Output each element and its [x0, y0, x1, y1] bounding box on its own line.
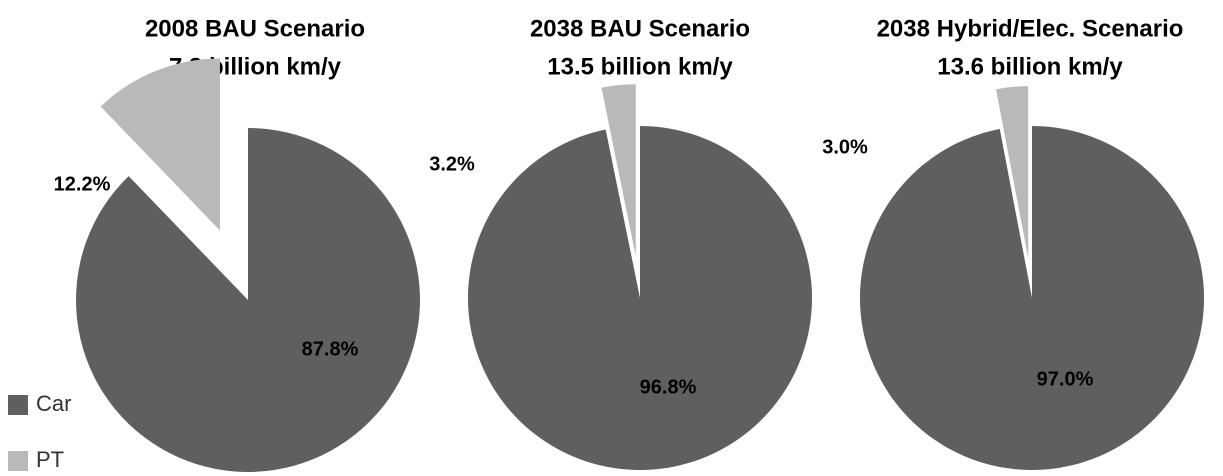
chart-title: 2038 Hybrid/Elec. Scenario: [877, 15, 1184, 42]
chart-title: 2008 BAU Scenario: [145, 15, 365, 42]
data-label: 3.0%: [822, 136, 868, 158]
chart-subtitle: 13.5 billion km/y: [547, 53, 733, 80]
legend-label: Car: [36, 391, 71, 416]
pie-slice: [100, 58, 220, 231]
pie-slice: [75, 128, 420, 473]
data-label: 96.8%: [640, 376, 697, 398]
data-label: 87.8%: [302, 338, 359, 360]
data-label: 12.2%: [54, 173, 111, 195]
pie-slice: [468, 126, 813, 470]
pie-slice: [860, 126, 1205, 470]
data-label: 3.2%: [429, 153, 475, 175]
data-label: 97.0%: [1037, 368, 1094, 390]
chart-title: 2038 BAU Scenario: [530, 15, 750, 42]
legend-swatch: [8, 451, 28, 471]
legend-swatch: [8, 395, 28, 415]
chart-subtitle: 13.6 billion km/y: [937, 53, 1123, 80]
pie-slice: [601, 84, 636, 257]
legend-label: PT: [36, 447, 64, 472]
pie-slice: [996, 86, 1029, 259]
